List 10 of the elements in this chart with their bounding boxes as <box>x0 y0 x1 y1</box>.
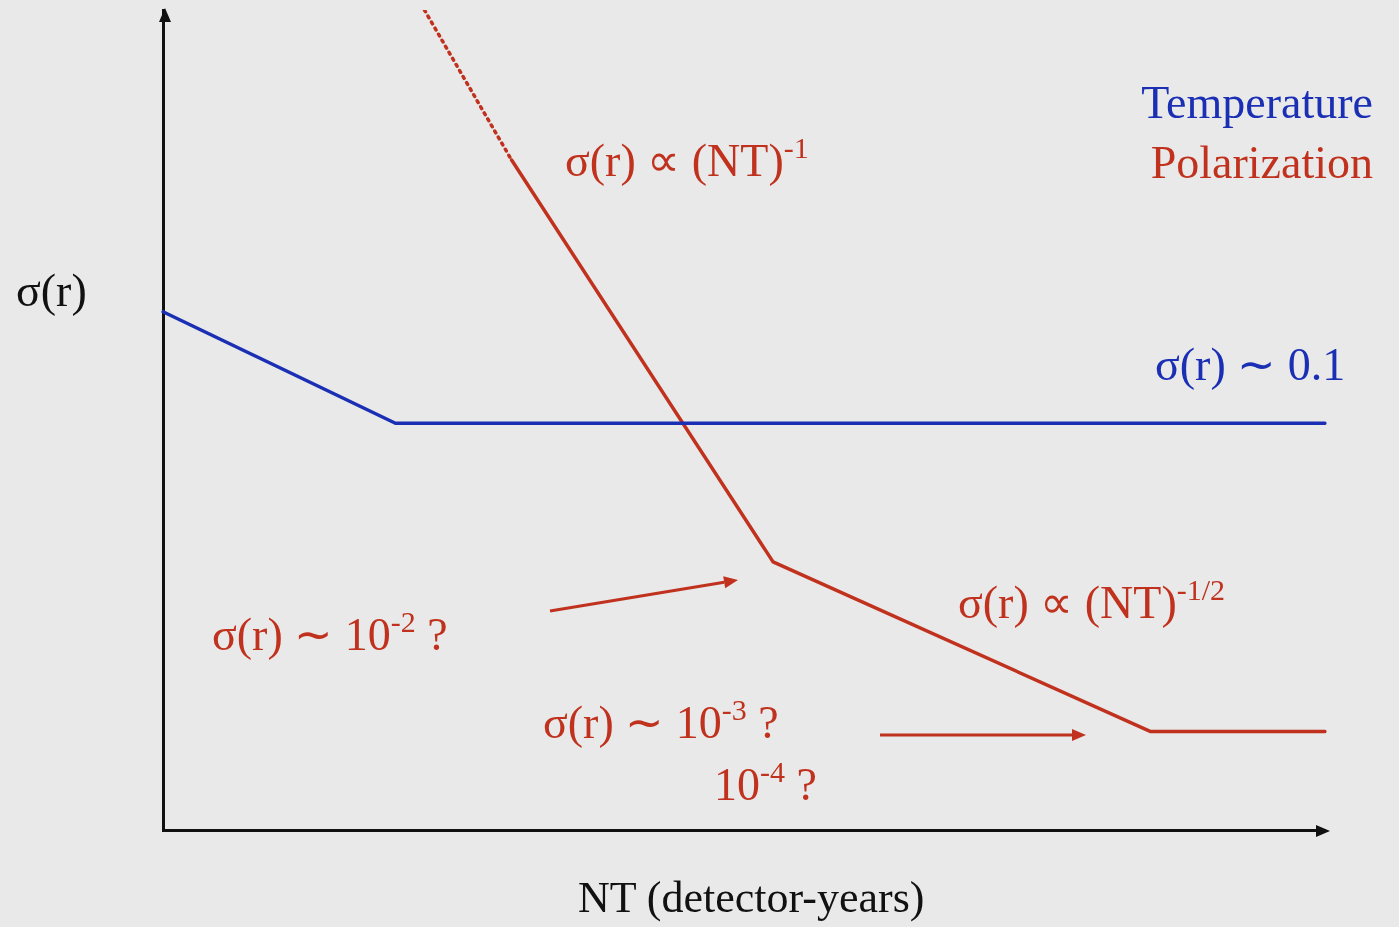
text: Polarization <box>1149 137 1373 188</box>
y-axis-title: σ(r) <box>16 265 87 316</box>
annotation: σ(r) ∼ 10$^{-3}$ ? <box>543 693 779 748</box>
x-axis-title: NT (detector-years) <box>578 873 925 922</box>
annotation: σ(r) ∝ (NT)$^{-1/2}$ <box>958 573 1226 628</box>
annotation: 10$^{-4}$ ? <box>714 755 817 810</box>
text: Temperature <box>1141 77 1373 128</box>
annotation: σ(r) ∝ (NT)$^{-1}$ <box>565 131 809 186</box>
annotation: σ(r) ∼ 10$^{-2}$ ? <box>212 605 448 660</box>
annotation: σ(r) ∼ 0.1 <box>1155 339 1346 390</box>
